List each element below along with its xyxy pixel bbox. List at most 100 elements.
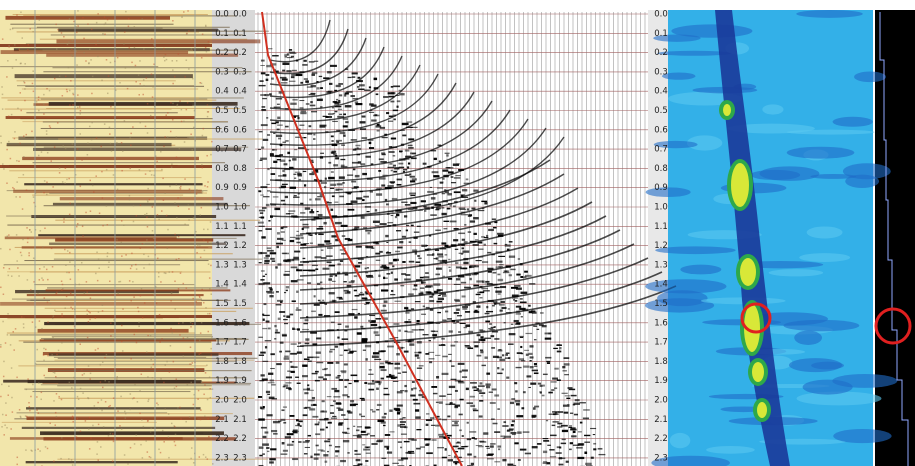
noise [96,22,98,24]
noise [170,131,172,133]
noise [79,343,81,345]
wiggle [335,455,338,456]
noise [77,10,79,12]
noise [122,350,124,352]
noise [43,360,45,362]
wiggle [492,219,496,220]
wiggle [335,189,338,191]
noise [135,434,137,436]
wiggle [447,167,453,168]
wiggle [431,439,436,440]
wiggle [307,384,309,386]
wiggle [384,413,387,415]
wiggle [419,380,423,381]
time-tick-label: 2.0 [233,396,247,406]
wiggle [481,288,488,289]
noise [15,59,17,61]
wiggle [296,309,302,311]
wiggle [528,305,531,307]
wiggle [333,164,338,166]
noise [109,127,111,129]
noise [110,62,112,64]
noise [203,454,205,456]
wiggle [359,84,365,86]
noise [190,322,192,324]
wiggle [338,83,343,85]
reflector [49,370,252,371]
noise [207,104,209,106]
noise [1,384,3,386]
wiggle [283,450,288,452]
wiggle [260,80,264,81]
wiggle [453,239,458,241]
wiggle [417,367,422,368]
wiggle [401,347,404,348]
wiggle [378,275,380,277]
noise [69,90,71,92]
wiggle [442,193,445,195]
noise [99,213,101,215]
noise [171,423,173,425]
wiggle [577,457,584,459]
wiggle [451,366,454,367]
noise [86,292,88,294]
noise [135,264,137,266]
noise [174,308,176,310]
wiggle [447,208,450,209]
wiggle [269,458,276,460]
noise [8,386,10,388]
wiggle [329,83,332,85]
wiggle [506,353,510,354]
wiggle [263,276,266,277]
wiggle [476,305,480,307]
noise [53,315,55,317]
wiggle [523,391,526,393]
noise [176,105,178,107]
wiggle [395,216,397,218]
noise [133,296,135,298]
noise [186,33,188,35]
noise [37,349,39,351]
noise [178,288,180,290]
noise [168,457,170,459]
noise [27,279,29,281]
noise [84,292,86,294]
wiggle [384,388,388,389]
time-tick-label: 2.1 [233,415,247,425]
wiggle [380,223,387,225]
noise [146,213,148,215]
wiggle [308,435,311,437]
noise [153,44,155,46]
noise [36,53,38,55]
wiggle [332,416,336,417]
noise [78,269,80,271]
noise [161,169,163,171]
noise [77,107,79,109]
wiggle [507,464,513,466]
noise [77,396,79,398]
noise [43,354,45,356]
noise [167,248,169,250]
wiggle [351,375,358,377]
noise [102,225,104,227]
noise [141,288,143,290]
wiggle [553,413,557,415]
wiggle [338,100,340,101]
wiggle [336,140,342,142]
noise [121,341,123,343]
noise [8,234,10,236]
noise [163,146,165,148]
wiggle [413,289,418,291]
noise [109,133,111,135]
time-tick-label: 0.9 [215,183,229,193]
noise [89,448,91,450]
wiggle [489,323,492,325]
wiggle [280,160,286,162]
wiggle [534,363,537,365]
wiggle [445,254,448,255]
wiggle [388,151,394,152]
wiggle [421,314,426,315]
wiggle [476,294,481,295]
noise [0,248,2,250]
noise [165,114,167,116]
